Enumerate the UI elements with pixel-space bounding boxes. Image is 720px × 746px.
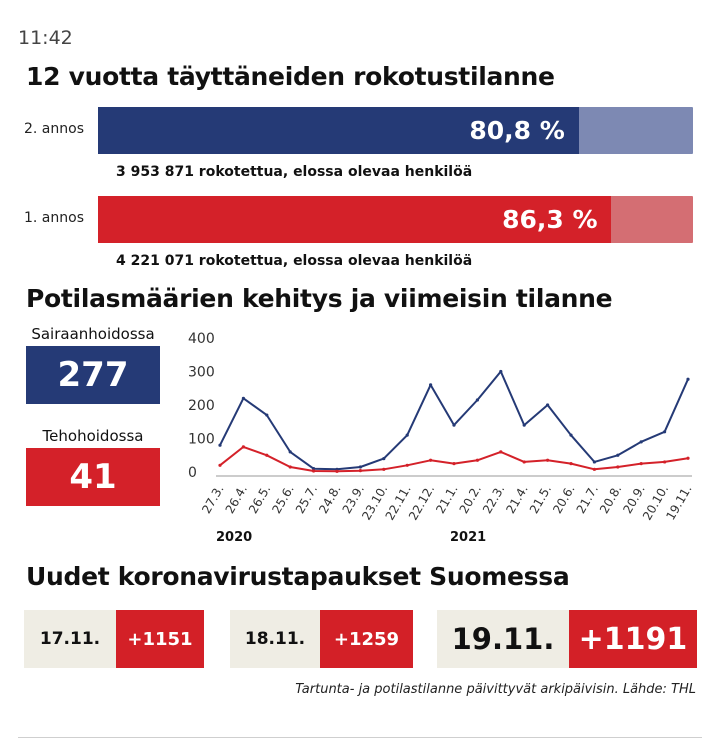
x-tick-label: 27.3.: [199, 483, 226, 516]
data-point: [218, 463, 222, 467]
data-point: [616, 453, 620, 457]
data-point: [522, 423, 526, 427]
data-point: [288, 450, 292, 454]
data-point: [592, 460, 596, 464]
x-tick-label: 22.3.: [480, 483, 507, 516]
case-value: +1259: [320, 610, 413, 668]
data-point: [452, 423, 456, 427]
data-point: [475, 398, 479, 402]
dose1-percent: 86,3 %: [502, 205, 598, 234]
case-value: +1151: [116, 610, 204, 668]
data-point: [312, 469, 316, 473]
status-time: 11:42: [18, 27, 73, 49]
case-date: 17.11.: [24, 610, 116, 668]
x-tick-label: 26.4.: [223, 483, 250, 516]
data-point: [546, 458, 550, 462]
year-label: 2021: [450, 530, 486, 545]
cases-title: Uudet koronavirustapaukset Suomessa: [26, 562, 570, 591]
y-tick-label: 400: [188, 331, 215, 347]
data-point: [429, 458, 433, 462]
x-tick-label: 25.7.: [293, 483, 320, 516]
case-card-17-11: 17.11. +1151: [24, 610, 204, 668]
data-point: [639, 440, 643, 444]
x-tick-label: 20.8.: [597, 483, 624, 516]
dose1-note: 4 221 071 rokotettua, elossa olevaa henk…: [116, 253, 473, 269]
data-point: [265, 453, 269, 457]
data-point: [241, 445, 245, 449]
data-point: [686, 456, 690, 460]
dose2-note: 3 953 871 rokotettua, elossa olevaa henk…: [116, 164, 473, 180]
data-point: [452, 462, 456, 466]
data-point: [265, 413, 269, 417]
x-tick-label: 25.6.: [269, 483, 296, 516]
data-point: [218, 443, 222, 447]
dose1-progress-bar: 86,3 %: [98, 196, 693, 243]
data-point: [312, 467, 316, 471]
data-point: [663, 460, 667, 464]
case-card-18-11: 18.11. +1259: [230, 610, 413, 668]
data-point: [663, 430, 667, 434]
dose2-progress-bar: 80,8 %: [98, 107, 693, 154]
case-value: +1191: [569, 610, 697, 668]
x-tick-label: 21.4.: [503, 483, 530, 516]
hospital-count: 277: [26, 346, 160, 404]
data-point: [382, 467, 386, 471]
dose2-progress-fill: [98, 107, 579, 154]
case-date: 18.11.: [230, 610, 320, 668]
source-note: Tartunta- ja potilastilanne päivittyvät …: [295, 682, 696, 697]
data-point: [592, 467, 596, 471]
dose1-label: 1. annos: [24, 210, 84, 226]
data-point: [358, 465, 362, 469]
data-point: [429, 383, 433, 387]
x-tick-label: 21.5.: [527, 483, 554, 516]
year-label: 2020: [216, 530, 252, 545]
case-date: 19.11.: [437, 610, 569, 668]
dose1-progress-fill: [98, 196, 612, 243]
icu-count: 41: [26, 448, 160, 506]
y-tick-label: 200: [188, 398, 215, 414]
data-point: [546, 403, 550, 407]
y-tick-label: 0: [188, 465, 197, 481]
dose2-percent: 80,8 %: [469, 116, 565, 145]
data-point: [686, 377, 690, 381]
icu-label: Tehohoidossa: [42, 427, 144, 445]
patients-title: Potilasmäärien kehitys ja viimeisin tila…: [26, 284, 613, 313]
data-point: [405, 433, 409, 437]
x-tick-label: 20.2.: [457, 483, 484, 516]
data-point: [288, 465, 292, 469]
data-point: [335, 469, 339, 473]
data-point: [499, 450, 503, 454]
data-point: [358, 469, 362, 473]
data-point: [569, 462, 573, 466]
data-point: [382, 457, 386, 461]
patients-line-chart: 0 100 200 300 400 27.3. 26.4. 26.5. 25.6. 25.7. 24…: [180, 322, 700, 547]
data-point: [475, 458, 479, 462]
data-point: [616, 465, 620, 469]
y-tick-label: 300: [188, 365, 215, 381]
data-point: [241, 396, 245, 400]
x-tick-label: 26.5.: [246, 483, 273, 516]
data-point: [405, 463, 409, 467]
case-card-19-11: 19.11. +1191: [437, 610, 697, 668]
hospital-label: Sairaanhoidossa: [31, 325, 155, 343]
dose2-label: 2. annos: [24, 121, 84, 137]
data-point: [499, 369, 503, 374]
chart-canvas: 0 100 200 300 400 27.3.26.4.26.5.25.6.25.7.24…: [188, 331, 695, 545]
data-point: [639, 462, 643, 466]
x-tick-label: 20.6.: [550, 483, 577, 516]
data-point: [522, 460, 526, 464]
divider: [18, 737, 702, 738]
data-point: [569, 433, 573, 437]
x-tick-label: 21.7.: [574, 483, 601, 516]
vaccination-title: 12 vuotta täyttäneiden rokotustilanne: [26, 62, 555, 91]
x-tick-label: 21.1.: [433, 483, 460, 516]
y-tick-label: 100: [188, 432, 215, 448]
x-tick-label: 24.8.: [316, 483, 343, 516]
